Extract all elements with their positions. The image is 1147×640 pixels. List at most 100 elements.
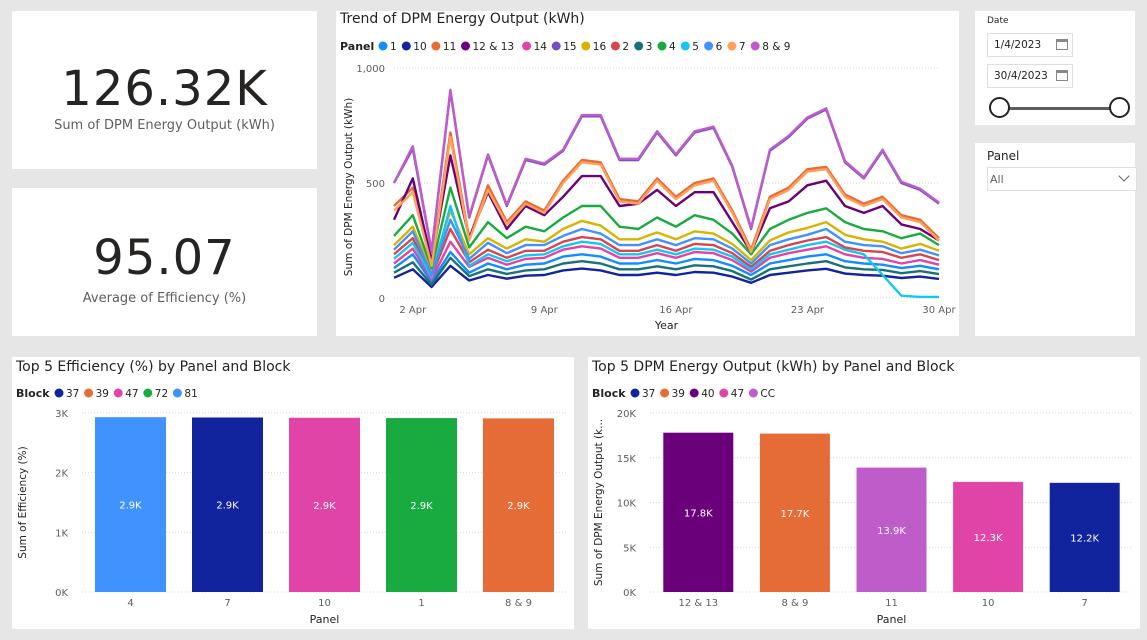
end-date-value: 30/4/2023 [994, 70, 1048, 82]
x-tick-label: 8 & 9 [505, 598, 532, 609]
legend-item-label: 39 [672, 388, 685, 400]
legend-marker [660, 388, 670, 398]
kpi-total-output-label: Sum of DPM Energy Output (kWh) [54, 118, 275, 133]
series-line [393, 264, 940, 289]
bar-data-label: 12.3K [974, 533, 1003, 544]
legend-marker [689, 388, 699, 398]
x-tick-label: 1 [418, 598, 424, 609]
date-range-start-handle[interactable] [989, 97, 1010, 118]
kpi-card-total-output[interactable]: 126.32K Sum of DPM Energy Output (kWh) [12, 11, 317, 169]
legend-marker [748, 388, 758, 398]
legend-marker [581, 41, 591, 51]
calendar-icon[interactable] [1056, 39, 1068, 50]
legend-marker [143, 388, 153, 398]
efficiency-chart-tile[interactable]: Top 5 Efficiency (%) by Panel and Block … [12, 357, 574, 629]
calendar-icon[interactable] [1056, 70, 1068, 81]
legend-item-label: 37 [642, 388, 655, 400]
legend-item-label: 6 [716, 41, 723, 53]
y-axis-title: Sum of DPM Energy Output (kWh) [343, 98, 355, 276]
legend-item-label: 81 [184, 388, 197, 400]
legend-marker [431, 41, 441, 51]
legend-item-label: 72 [155, 388, 168, 400]
legend-item-label: 7 [739, 41, 746, 53]
legend-item-label: 14 [534, 41, 548, 53]
y-tick-label: 1K [55, 528, 68, 539]
energy-chart-tile[interactable]: Top 5 DPM Energy Output (kWh) by Panel a… [588, 357, 1140, 629]
bar [95, 417, 166, 592]
legend-item-label: 2 [622, 41, 629, 53]
start-date-input[interactable]: 1/4/2023 [987, 33, 1073, 57]
legend-marker [84, 388, 94, 398]
series-line [393, 186, 940, 270]
x-tick-label: 4 [127, 598, 133, 609]
legend-marker [378, 41, 388, 51]
legend-marker [719, 388, 729, 398]
bar [289, 417, 360, 592]
x-axis-title: Panel [310, 613, 340, 626]
legend-item-label: 10 [413, 41, 426, 53]
legend-marker [113, 388, 123, 398]
efficiency-chart-svg: Block 37 39 47 72 81 0K 1K 2K 3K 2.9K 4 2.9K 7 2.9K 10 2… [16, 387, 567, 626]
bar-data-label: 12.2K [1070, 533, 1099, 544]
y-tick-label: 500 [366, 179, 385, 190]
x-tick-label: 30 Apr [922, 305, 956, 316]
legend-marker [657, 41, 667, 51]
legend-item-label: 5 [692, 41, 699, 53]
x-tick-label: 8 & 9 [781, 598, 808, 609]
legend-item-label: 40 [701, 388, 714, 400]
legend-item-label: 3 [646, 41, 653, 53]
date-slicer[interactable]: Date 1/4/2023 30/4/2023 [975, 11, 1135, 125]
bar-data-label: 2.9K [216, 501, 239, 512]
kpi-total-output-value: 126.32K [61, 61, 268, 117]
series-line [393, 218, 940, 277]
x-tick-label: 9 Apr [531, 305, 559, 316]
panel-dropdown[interactable]: All [987, 167, 1137, 191]
kpi-card-efficiency[interactable]: 95.07 Average of Efficiency (%) [12, 188, 317, 336]
x-tick-label: 12 & 13 [678, 598, 718, 609]
legend-marker [634, 41, 644, 51]
series-line [393, 135, 940, 268]
legend-item-label: 11 [443, 41, 456, 53]
y-tick-label: 10K [617, 499, 637, 510]
y-tick-label: 15K [617, 454, 637, 465]
legend-marker [551, 41, 561, 51]
x-tick-label: 10 [318, 598, 331, 609]
x-axis-title: Year [654, 319, 679, 332]
chevron-down-icon[interactable] [1118, 170, 1130, 182]
legend-item-label: 39 [96, 388, 109, 400]
bar [1049, 482, 1120, 592]
legend-marker [680, 41, 690, 51]
date-slicer-title: Date [987, 16, 1009, 26]
y-tick-label: 0K [623, 588, 636, 599]
legend-item-label: CC [760, 388, 775, 400]
legend-marker [522, 41, 532, 51]
kpi-efficiency-value: 95.07 [93, 230, 236, 286]
panel-slicer[interactable]: Panel All [975, 143, 1137, 336]
date-range-end-handle[interactable] [1109, 97, 1130, 118]
x-tick-label: 7 [1082, 598, 1088, 609]
legend-item-label: 47 [125, 388, 138, 400]
energy-chart-title: Top 5 DPM Energy Output (kWh) by Panel a… [592, 359, 955, 375]
x-tick-label: 16 Apr [659, 305, 693, 316]
y-tick-label: 5K [623, 543, 636, 554]
y-tick-label: 1,000 [356, 64, 385, 75]
legend-item-label: 15 [563, 41, 576, 53]
x-axis-title: Panel [877, 613, 907, 626]
date-range-track[interactable] [999, 107, 1121, 110]
bar [386, 418, 457, 592]
legend-marker [401, 41, 411, 51]
legend-item-label: 12 & 13 [473, 41, 515, 53]
end-date-input[interactable]: 30/4/2023 [987, 64, 1073, 88]
y-axis-title: Sum of DPM Energy Output (k... [593, 419, 605, 586]
x-tick-label: 10 [982, 598, 995, 609]
legend-title: Block [16, 387, 50, 400]
bar-data-label: 2.9K [410, 501, 433, 512]
bar-data-label: 13.9K [877, 526, 906, 537]
bar-data-label: 17.8K [684, 508, 713, 519]
legend-marker [704, 41, 714, 51]
x-tick-label: 2 Apr [399, 305, 427, 316]
trend-chart-tile[interactable]: Trend of DPM Energy Output (kWh) Panel 1 1… [336, 11, 959, 336]
x-tick-label: 11 [885, 598, 898, 609]
legend-title: Block [592, 387, 626, 400]
series-line [392, 88, 940, 253]
